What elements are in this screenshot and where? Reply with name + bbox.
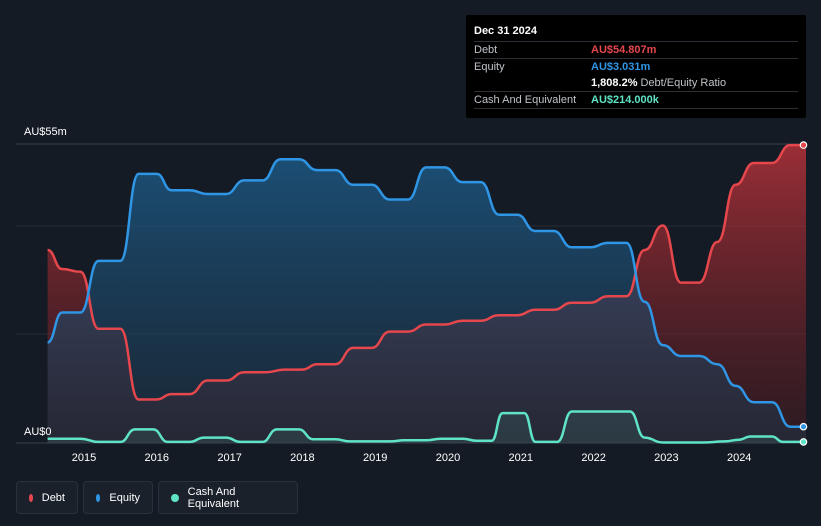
legend-equity-label: Equity bbox=[109, 491, 140, 504]
tooltip-cash-value: AU$214.000k bbox=[591, 94, 659, 106]
x-tick-label: 2020 bbox=[436, 452, 460, 464]
legend-equity[interactable]: Equity bbox=[83, 481, 153, 514]
debt-dot-icon bbox=[29, 493, 33, 502]
tooltip-ratio-label: Debt/Equity Ratio bbox=[640, 77, 727, 89]
cash-area bbox=[47, 411, 806, 443]
equity-area bbox=[47, 159, 806, 443]
x-tick-label: 2024 bbox=[727, 452, 751, 464]
legend-cash[interactable]: Cash And Equivalent bbox=[158, 481, 298, 514]
x-tick-label: 2017 bbox=[217, 452, 241, 464]
tooltip-panel: Dec 31 2024 Debt AU$54.807m Equity AU$3.… bbox=[466, 15, 806, 118]
tooltip-equity-value: AU$3.031m bbox=[591, 61, 651, 73]
tooltip-row-debt: Debt AU$54.807m bbox=[474, 41, 798, 58]
x-tick-label: 2023 bbox=[654, 452, 678, 464]
legend-debt-label: Debt bbox=[41, 491, 65, 504]
tooltip-cash-label: Cash And Equivalent bbox=[474, 94, 577, 106]
cash-dot-icon bbox=[171, 493, 179, 502]
x-tick-label: 2018 bbox=[290, 452, 314, 464]
x-tick-label: 2021 bbox=[509, 452, 533, 464]
cash-end-marker[interactable] bbox=[799, 438, 808, 446]
tooltip-row-ratio: 1,808.2% Debt/Equity Ratio bbox=[474, 75, 798, 91]
x-tick-label: 2019 bbox=[363, 452, 387, 464]
tooltip-row-cash: Cash And Equivalent AU$214.000k bbox=[474, 91, 798, 109]
x-tick-label: 2022 bbox=[581, 452, 605, 464]
tooltip-debt-label: Debt bbox=[474, 44, 498, 56]
debt-end-marker[interactable] bbox=[799, 141, 808, 149]
x-tick-label: 2016 bbox=[145, 452, 169, 464]
legend-debt[interactable]: Debt bbox=[16, 481, 78, 514]
equity-dot-icon bbox=[96, 493, 101, 502]
tooltip-date: Dec 31 2024 bbox=[474, 25, 537, 37]
tooltip-row-equity: Equity AU$3.031m bbox=[474, 58, 798, 75]
y-axis-top-label: AU$55m bbox=[24, 126, 67, 138]
y-axis-bottom-label: AU$0 bbox=[24, 426, 52, 438]
tooltip-ratio-value: 1,808.2% bbox=[591, 77, 638, 89]
cash-line bbox=[47, 410, 806, 444]
debt-line bbox=[47, 143, 806, 401]
equity-end-marker[interactable] bbox=[799, 422, 808, 431]
tooltip-equity-label: Equity bbox=[474, 61, 505, 73]
x-tick-label: 2015 bbox=[72, 452, 96, 464]
legend-cash-label: Cash And Equivalent bbox=[187, 485, 239, 510]
equity-line bbox=[47, 157, 806, 428]
tooltip-debt-value: AU$54.807m bbox=[591, 44, 657, 56]
